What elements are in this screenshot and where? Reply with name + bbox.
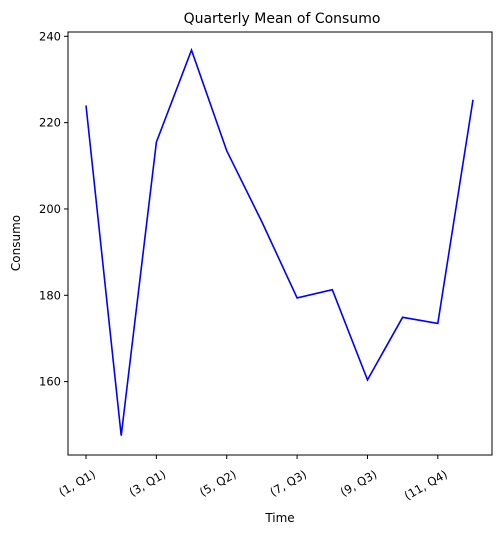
chart-title: Quarterly Mean of Consumo [184, 11, 381, 27]
x-tick-label: (3, Q1) [127, 467, 169, 499]
x-tick-label: (1, Q1) [56, 467, 98, 499]
x-tick-label: (7, Q3) [267, 467, 309, 499]
y-tick-label: 220 [39, 116, 61, 130]
x-axis: (1, Q1) (3, Q1) (5, Q2) (7, Q3) (9, Q3) (11, … [56, 455, 450, 503]
y-axis-label: Consumo [9, 215, 23, 271]
x-tick-label: (9, Q3) [338, 467, 380, 499]
x-tick-label: (5, Q2) [197, 467, 239, 499]
y-tick-label: 240 [39, 29, 61, 43]
plot-area [85, 47, 474, 436]
y-tick-label: 180 [39, 288, 61, 302]
y-tick-label: 160 [39, 375, 61, 389]
y-tick-label: 200 [39, 202, 61, 216]
series-line-1 [85, 47, 474, 436]
plot-frame [67, 31, 493, 456]
x-axis-label: Time [264, 511, 294, 525]
y-axis: 160 180 200 220 240 [39, 29, 68, 389]
x-tick-label: (11, Q4) [402, 467, 450, 503]
